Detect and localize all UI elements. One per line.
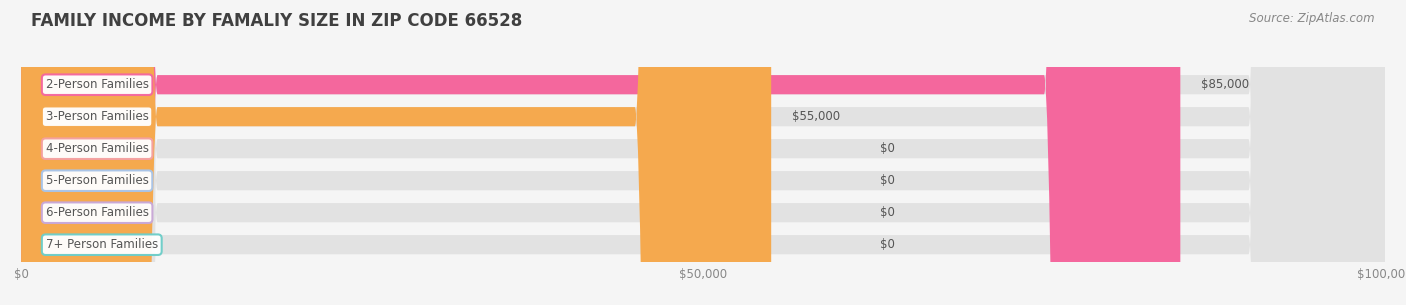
Text: 2-Person Families: 2-Person Families — [45, 78, 149, 91]
FancyBboxPatch shape — [21, 0, 1385, 305]
Text: 5-Person Families: 5-Person Families — [45, 174, 149, 187]
Text: 3-Person Families: 3-Person Families — [45, 110, 149, 123]
Text: 6-Person Families: 6-Person Families — [45, 206, 149, 219]
FancyBboxPatch shape — [21, 0, 1385, 305]
FancyBboxPatch shape — [21, 0, 1385, 305]
Text: 4-Person Families: 4-Person Families — [45, 142, 149, 155]
FancyBboxPatch shape — [21, 0, 1385, 305]
Text: $0: $0 — [880, 142, 896, 155]
Text: Source: ZipAtlas.com: Source: ZipAtlas.com — [1250, 12, 1375, 25]
FancyBboxPatch shape — [21, 0, 1181, 305]
FancyBboxPatch shape — [21, 0, 772, 305]
FancyBboxPatch shape — [21, 0, 1385, 305]
Text: FAMILY INCOME BY FAMALIY SIZE IN ZIP CODE 66528: FAMILY INCOME BY FAMALIY SIZE IN ZIP COD… — [31, 12, 522, 30]
Text: $0: $0 — [880, 238, 896, 251]
Text: $55,000: $55,000 — [792, 110, 839, 123]
Text: 7+ Person Families: 7+ Person Families — [45, 238, 157, 251]
Text: $0: $0 — [880, 174, 896, 187]
FancyBboxPatch shape — [21, 0, 1385, 305]
Text: $0: $0 — [880, 206, 896, 219]
Text: $85,000: $85,000 — [1201, 78, 1249, 91]
